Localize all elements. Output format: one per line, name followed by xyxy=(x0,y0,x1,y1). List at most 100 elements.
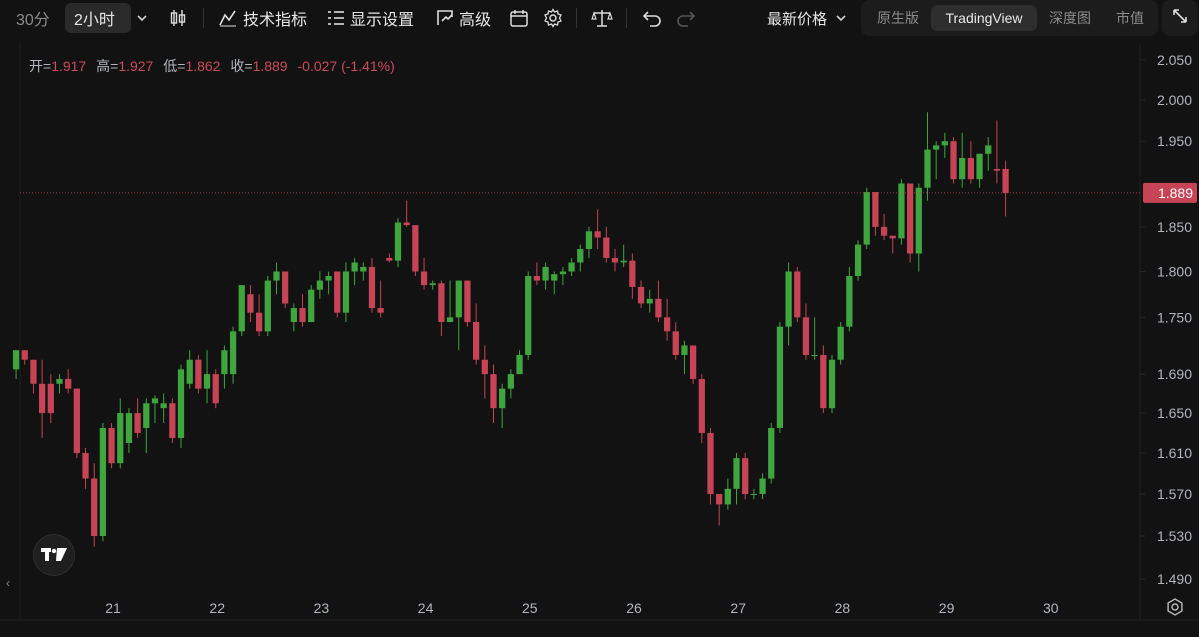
price-mode-label: 最新价格 xyxy=(767,10,828,28)
candle xyxy=(273,262,280,295)
candle xyxy=(1002,160,1009,217)
candle xyxy=(65,369,72,394)
candle xyxy=(559,266,567,286)
time-axis-label: 21 xyxy=(105,600,121,616)
candle xyxy=(299,294,306,327)
change-value: -0.027 xyxy=(297,58,338,74)
price-axis-label: 1.650 xyxy=(1157,405,1192,421)
candle xyxy=(238,285,245,337)
timeframe-2h-label: 2小时 xyxy=(74,12,115,29)
candle xyxy=(924,112,931,201)
time-axis-label: 29 xyxy=(939,600,955,616)
candle xyxy=(394,218,402,267)
candle xyxy=(750,488,758,500)
candle xyxy=(611,249,619,272)
candle xyxy=(308,285,315,322)
candle xyxy=(256,294,263,337)
candle xyxy=(455,280,462,351)
redo-icon[interactable] xyxy=(676,0,696,36)
open-value: 1.917 xyxy=(51,58,87,74)
candle xyxy=(151,395,159,423)
display-settings-button[interactable]: 显示设置 xyxy=(327,0,414,36)
candle xyxy=(802,303,810,360)
scale-icon[interactable] xyxy=(591,0,613,36)
view-tab-native[interactable]: 原生版 xyxy=(865,5,931,31)
view-tab-depth-label: 深度图 xyxy=(1049,10,1091,26)
candle xyxy=(585,226,593,258)
candle xyxy=(490,364,497,423)
fullscreen-button[interactable] xyxy=(1162,0,1198,36)
candle xyxy=(794,266,801,322)
candle xyxy=(368,257,376,313)
last-price-label: 1.889 xyxy=(1158,185,1193,201)
candle xyxy=(733,453,740,505)
price-mode-dropdown[interactable]: 最新价格 xyxy=(767,0,847,36)
price-axis-label: 1.850 xyxy=(1157,219,1192,235)
candle xyxy=(403,200,410,227)
candle-type-icon[interactable] xyxy=(168,0,188,36)
candle xyxy=(689,345,697,384)
open-label: 开= xyxy=(29,58,52,74)
chart-settings-icon[interactable] xyxy=(1165,597,1185,622)
candle xyxy=(577,244,584,272)
candle xyxy=(603,226,610,263)
timeframe-30m-label: 30分 xyxy=(16,12,50,29)
candle xyxy=(360,262,367,281)
view-tab-tradingview[interactable]: TradingView xyxy=(931,5,1037,31)
price-axis-label: 1.610 xyxy=(1157,445,1192,461)
undo-icon[interactable] xyxy=(642,0,662,36)
candle xyxy=(195,354,202,394)
candle xyxy=(143,398,150,454)
candle xyxy=(186,350,193,389)
view-tab-depth[interactable]: 深度图 xyxy=(1039,5,1101,31)
change-percent: (-1.41%) xyxy=(341,58,395,74)
candle xyxy=(568,257,575,277)
candle xyxy=(655,280,662,322)
candle xyxy=(672,321,679,360)
candle xyxy=(880,213,888,241)
candle xyxy=(481,345,488,399)
advanced-button[interactable]: 高级 xyxy=(436,0,491,36)
view-tab-market-cap[interactable]: 市值 xyxy=(1105,5,1155,31)
chevron-down-icon xyxy=(835,12,847,24)
candle xyxy=(446,280,454,322)
tradingview-logo[interactable] xyxy=(33,534,75,576)
candle xyxy=(542,262,549,290)
candle xyxy=(377,280,384,318)
candle xyxy=(464,280,471,327)
calendar-icon[interactable] xyxy=(509,0,529,36)
timeframe-30m-button[interactable]: 30分 xyxy=(16,0,50,36)
candle xyxy=(837,321,844,365)
candle xyxy=(889,235,896,254)
chevron-left-icon[interactable]: ‹ xyxy=(6,576,10,590)
candle xyxy=(742,453,749,500)
candle xyxy=(637,280,645,309)
candle xyxy=(264,276,271,337)
candle xyxy=(212,369,219,409)
timeframe-dropdown-chevron-icon[interactable] xyxy=(136,0,148,36)
time-axis-label: 23 xyxy=(314,600,330,616)
view-tab-tradingview-label: TradingView xyxy=(945,10,1023,26)
gear-icon[interactable] xyxy=(543,0,563,36)
timeframe-2h-button[interactable]: 2小时 xyxy=(74,0,115,36)
low-label: 低= xyxy=(163,58,186,74)
indicators-label: 技术指标 xyxy=(243,12,308,29)
price-axis-label: 2.050 xyxy=(1157,52,1192,68)
candle xyxy=(950,137,957,184)
price-axis-label: 1.530 xyxy=(1157,528,1192,544)
candle xyxy=(768,422,775,484)
candle xyxy=(915,183,922,272)
candle xyxy=(872,192,879,236)
indicators-button[interactable]: 技术指标 xyxy=(218,0,307,36)
candle xyxy=(290,303,297,332)
price-axis-label: 1.570 xyxy=(1157,486,1192,502)
candle xyxy=(941,132,948,158)
list-settings-icon xyxy=(327,9,345,27)
candle xyxy=(698,374,705,443)
candle xyxy=(507,369,514,399)
top-toolbar: 30分 2小时 技术指标 显示设置 高级 最新价格 原生版 xyxy=(0,0,1199,36)
candle xyxy=(785,262,792,346)
time-axis-label: 25 xyxy=(522,600,538,616)
candle xyxy=(282,271,289,309)
